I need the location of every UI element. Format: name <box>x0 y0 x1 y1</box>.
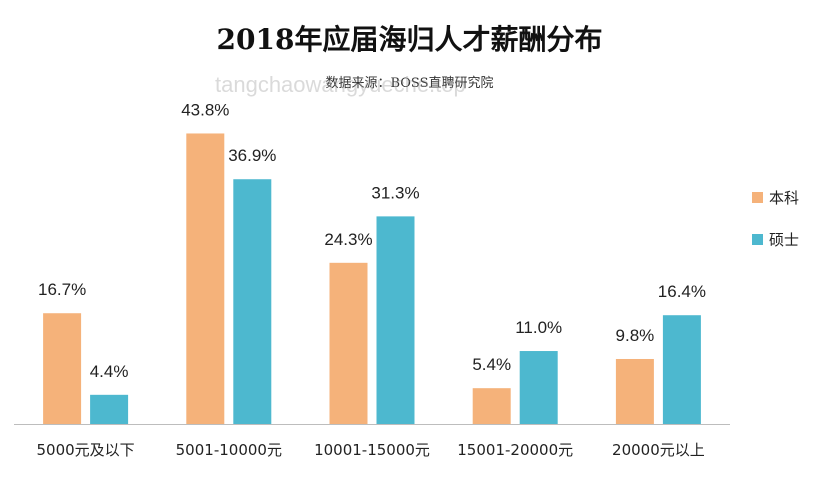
data-label-master-2: 31.3% <box>371 183 419 202</box>
bar-undergrad-4 <box>615 358 654 424</box>
legend: 本科 硕士 <box>752 185 799 269</box>
bar-master-2 <box>376 216 415 424</box>
x-tick-label-3: 15001-20000元 <box>457 441 573 459</box>
bar-master-1 <box>233 179 272 424</box>
x-tick-label-1: 5001-10000元 <box>176 441 282 459</box>
data-label-master-0: 4.4% <box>90 362 129 381</box>
bar-master-3 <box>519 351 558 424</box>
data-label-undergrad-2: 24.3% <box>324 230 372 249</box>
bar-master-0 <box>90 394 129 424</box>
data-label-master-1: 36.9% <box>228 146 276 165</box>
legend-label-master: 硕士 <box>769 230 800 249</box>
legend-swatch-undergrad <box>752 191 763 203</box>
x-tick-label-0: 5000元及以下 <box>37 441 135 459</box>
bar-undergrad-2 <box>329 262 368 424</box>
bar-undergrad-3 <box>472 388 511 424</box>
data-label-master-3: 11.0% <box>515 318 562 337</box>
data-label-undergrad-3: 5.4% <box>472 355 511 374</box>
x-tick-label-2: 10001-15000元 <box>314 441 430 459</box>
legend-swatch-master <box>752 233 763 245</box>
bar-master-4 <box>662 315 701 424</box>
legend-item-master: 硕士 <box>752 227 799 251</box>
data-label-undergrad-0: 16.7% <box>38 280 86 299</box>
bar-undergrad-0 <box>43 313 82 424</box>
data-label-master-4: 16.4% <box>658 282 706 301</box>
legend-label-undergrad: 本科 <box>769 188 800 207</box>
bar-undergrad-1 <box>186 133 225 425</box>
data-label-undergrad-1: 43.8% <box>181 100 229 119</box>
x-tick-label-4: 20000元以上 <box>612 441 705 459</box>
legend-item-undergrad: 本科 <box>752 185 799 209</box>
data-label-undergrad-4: 9.8% <box>616 326 655 345</box>
chart-title: 2018年应届海归人才薪酬分布 <box>216 23 603 56</box>
chart-subtitle: 数据来源：BOSS直聘研究院 <box>325 76 494 91</box>
